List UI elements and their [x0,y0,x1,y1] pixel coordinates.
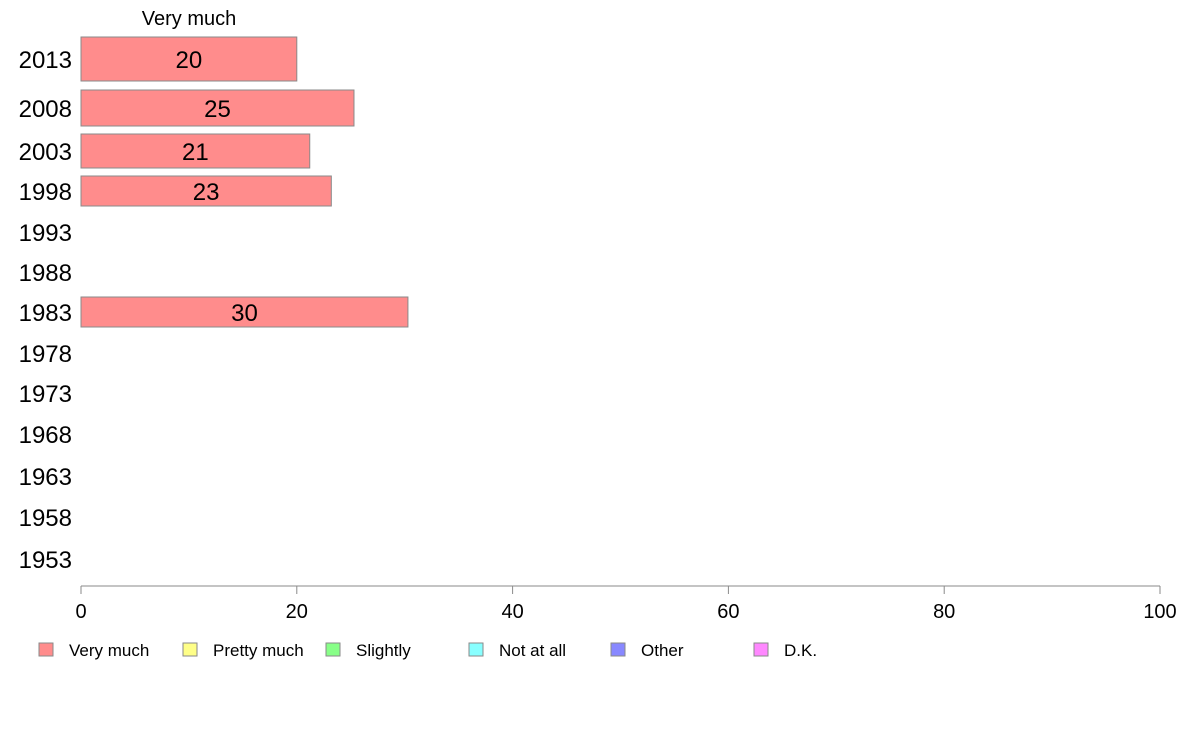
x-tick-label: 40 [501,601,523,623]
legend-label: Not at all [499,641,566,660]
bar [80,175,332,207]
x-tick-label: 60 [717,601,739,623]
bar-value-label: 30 [231,300,258,327]
bar [80,36,298,82]
legend-label: Slightly [356,641,411,660]
legend-swatch [182,642,198,657]
bar [80,89,355,127]
year-labels: 2013 2008 2003 1998 1993 1988 1983 1978 1973 1968… [19,47,72,574]
year-label: 1963 [19,464,72,491]
year-label: 1958 [19,505,72,532]
x-axis: 0 20 40 60 80 100 [75,585,1177,623]
legend-label: D.K. [784,641,817,660]
year-label: 1993 [19,220,72,247]
year-label: 1978 [19,341,72,368]
legend-label: Pretty much [213,641,304,660]
x-tick-label: 100 [1143,601,1176,623]
year-label: 1953 [19,547,72,574]
year-label: 2008 [19,96,72,123]
bar-value-label: 21 [182,139,209,166]
year-label: 1983 [19,300,72,327]
legend-swatch [753,642,769,657]
legend-label: Very much [69,641,149,660]
legend: Very much Pretty much Slightly Not at all Ot… [38,641,817,660]
series-title: Very much [142,8,236,30]
legend-label: Other [641,641,684,660]
year-label: 1998 [19,179,72,206]
legend-swatch [38,642,54,657]
bar-value-label: 20 [176,47,203,74]
year-label: 1973 [19,381,72,408]
bars [80,36,409,328]
x-tick-label: 0 [75,601,86,623]
year-label: 2013 [19,47,72,74]
legend-swatch [325,642,341,657]
bar-value-label: 25 [204,96,231,123]
legend-swatch [468,642,484,657]
year-label: 1988 [19,260,72,287]
bar-value-label: 23 [193,179,220,206]
year-label: 1968 [19,422,72,449]
bar [80,296,409,328]
bar [80,133,311,169]
legend-swatch [610,642,626,657]
x-tick-label: 20 [286,601,308,623]
x-tick-label: 80 [933,601,955,623]
year-label: 2003 [19,139,72,166]
